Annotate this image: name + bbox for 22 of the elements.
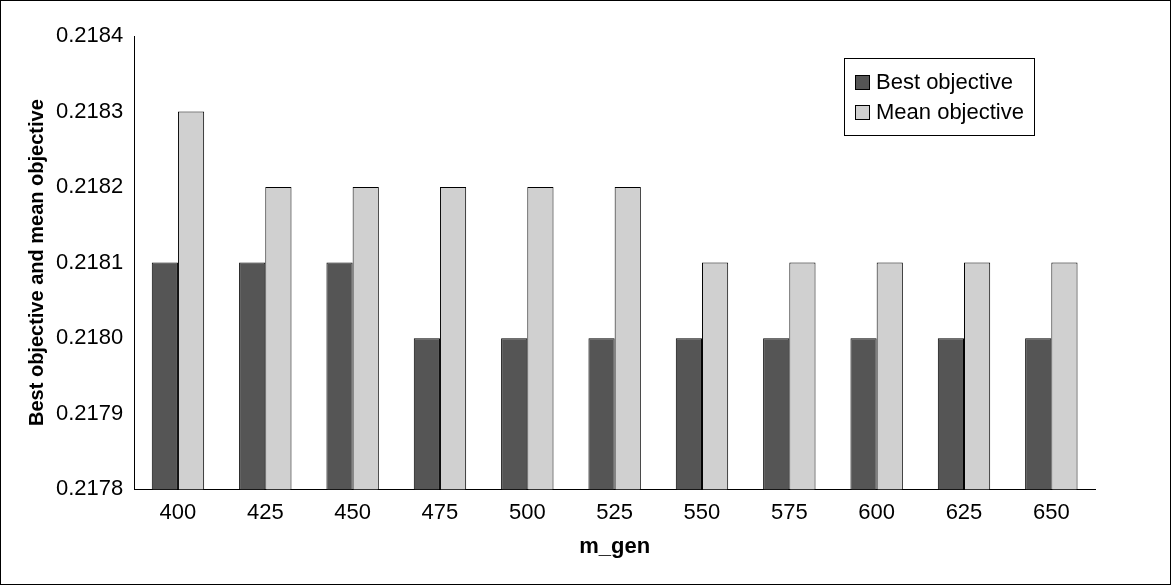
y-tick-label: 0.2179 (55, 399, 124, 425)
legend-label: Best objective (876, 69, 1013, 95)
y-tick-label: 0.2182 (55, 173, 124, 199)
y-tick-label: 0.2184 (55, 22, 124, 48)
x-tick-label: 550 (683, 499, 721, 525)
x-tick-label: 500 (508, 499, 546, 525)
y-axis-title: Best objective and mean objective (24, 99, 47, 426)
legend-label: Mean objective (876, 99, 1024, 125)
x-tick-label: 400 (159, 499, 197, 525)
x-tick-label: 625 (945, 499, 983, 525)
y-tick-label: 0.2181 (55, 248, 124, 274)
y-tick-label: 0.2180 (55, 324, 124, 350)
x-tick-label: 600 (858, 499, 896, 525)
x-tick-label: 525 (596, 499, 633, 525)
x-tick-label: 475 (421, 499, 459, 525)
x-tick-label: 450 (334, 499, 371, 525)
y-tick-label: 0.2183 (55, 97, 124, 123)
x-axis-title: m_gen (579, 532, 651, 558)
x-tick-label: 425 (246, 499, 284, 525)
x-tick-label: 650 (1032, 499, 1070, 525)
x-tick-label: 575 (770, 499, 808, 525)
y-tick-label: 0.2178 (55, 475, 124, 501)
